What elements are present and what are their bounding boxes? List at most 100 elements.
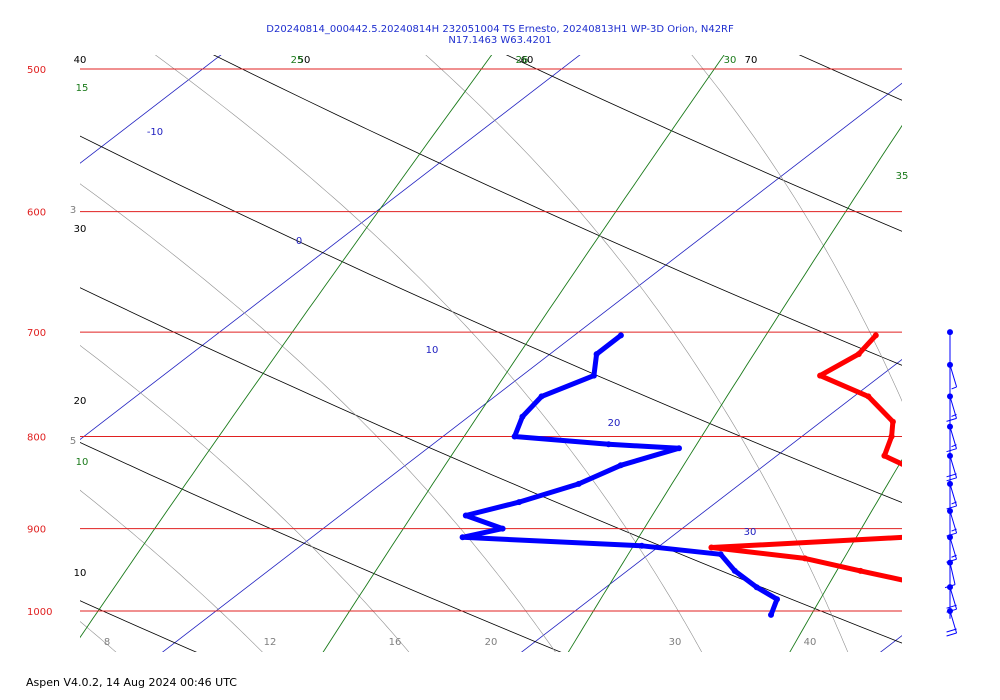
isotherm-label: 30 xyxy=(744,527,757,538)
isotherm-line xyxy=(521,358,902,652)
wind-barb xyxy=(946,584,958,613)
wind-barb-flag xyxy=(951,501,957,505)
wind-barb-flag xyxy=(951,386,957,390)
dry-adiabat-label: 40 xyxy=(74,55,87,66)
dry-adiabat-line xyxy=(212,55,902,366)
mixing-ratio-label: 15 xyxy=(76,83,89,94)
dewpoint-profile-point xyxy=(717,551,724,558)
wind-barb-flag xyxy=(946,417,957,422)
wind-barb xyxy=(946,423,957,453)
dewpoint-profile-point xyxy=(731,567,738,574)
isotherm-label: 0 xyxy=(296,236,302,247)
dewpoint-profile-point xyxy=(676,445,682,452)
dewpoint-profile-point xyxy=(575,480,582,487)
dry-adiabat-label: 50 xyxy=(298,55,311,66)
isotherm-label: 10 xyxy=(426,345,439,356)
dewpoint-profile-point xyxy=(462,512,469,519)
temperature-tick-label: 16 xyxy=(389,637,402,648)
temperature-profile-point xyxy=(855,351,862,358)
dewpoint-profile-point xyxy=(459,534,466,541)
temperature-profile-point xyxy=(901,535,902,540)
mixing-ratio-line xyxy=(789,458,902,652)
wind-barb xyxy=(946,508,958,537)
temperature-profile-point xyxy=(857,567,864,574)
wind-barb xyxy=(946,452,958,482)
dry-adiabat-line xyxy=(80,287,902,644)
wind-barb-staff xyxy=(949,364,958,388)
dry-adiabat-label: 20 xyxy=(74,396,87,407)
dry-adiabat-label: 30 xyxy=(74,224,87,235)
dry-adiabat-label: 60 xyxy=(521,55,534,66)
pressure-tick-label: 1000 xyxy=(27,607,52,618)
isotherm-line xyxy=(80,55,222,164)
dewpoint-profile-point xyxy=(516,499,523,506)
isotherm-line xyxy=(80,55,581,440)
dry-adiabat-label: 10 xyxy=(74,568,87,579)
dewpoint-profile-point xyxy=(617,332,624,339)
dry-adiabat-line xyxy=(505,55,902,232)
dewpoint-profile-point xyxy=(617,462,624,469)
wind-barb-flag xyxy=(946,477,957,482)
wind-barb xyxy=(946,480,958,510)
wind-station-point xyxy=(947,329,953,336)
temperature-profile-point xyxy=(708,544,715,551)
mixing-ratio-line xyxy=(322,55,725,652)
wind-barb-flag xyxy=(946,604,957,609)
dewpoint-profile-point xyxy=(590,372,597,379)
temperature-profile-point xyxy=(913,580,919,586)
temperature-profile-point xyxy=(865,393,872,400)
temperature-profile-point xyxy=(889,418,896,425)
moist-adiabat-line xyxy=(80,489,263,652)
dewpoint-profile-line xyxy=(460,332,780,618)
wind-barb xyxy=(946,608,958,637)
wind-barb-flag xyxy=(946,473,957,478)
wind-barb-flag xyxy=(946,448,957,453)
pressure-tick-label: 500 xyxy=(27,65,46,76)
mixing-ratio-label: 25 xyxy=(291,55,304,66)
wind-barb-flag xyxy=(951,554,957,558)
dry-adiabat-line xyxy=(80,441,562,652)
wind-barb-flag xyxy=(951,528,957,532)
isotherm-label: -10 xyxy=(147,127,163,138)
dewpoint-profile-point xyxy=(593,351,600,358)
dewpoint-profile-point xyxy=(499,525,506,532)
footer-text: Aspen V4.0.2, 14 Aug 2024 00:46 UTC xyxy=(26,676,237,689)
chart-subtitle: N17.1463 W63.4201 xyxy=(448,35,552,46)
moist-adiabat-line xyxy=(80,345,410,652)
dewpoint-profile-point xyxy=(768,611,774,618)
temperature-profile-point xyxy=(881,452,888,459)
temperature-profile-point xyxy=(984,490,990,496)
mixing-ratio-label: 26 xyxy=(516,55,529,66)
temperature-profile-point xyxy=(801,555,808,562)
mixing-ratio-label: 30 xyxy=(724,55,737,66)
mixing-ratio-line xyxy=(942,21,1000,672)
chart-title: D20240814_000442.5.20240814H 232051004 T… xyxy=(266,24,734,35)
moist-adiabat-line xyxy=(80,183,556,652)
pressure-tick-label: 800 xyxy=(27,433,46,444)
wind-barb-flag xyxy=(946,628,957,633)
moist-adiabat-line xyxy=(80,621,117,652)
temperature-profile-point xyxy=(872,332,879,339)
moist-adiabat-line xyxy=(924,21,1000,672)
isotherm-label: 20 xyxy=(608,418,621,429)
wind-barb xyxy=(946,393,957,422)
temperature-tick-label: 12 xyxy=(264,637,277,648)
edge-label: 5 xyxy=(70,436,76,447)
mixing-ratio-label: 35 xyxy=(896,171,909,182)
dewpoint-profile-point xyxy=(519,413,526,420)
temperature-profile-point xyxy=(888,433,895,440)
mixing-ratio-line xyxy=(567,124,902,652)
temperature-profile-line xyxy=(708,332,902,583)
dewpoint-profile-point xyxy=(774,596,780,603)
moist-adiabat-line xyxy=(425,55,849,652)
mixing-ratio-line xyxy=(80,55,493,639)
wind-barb-flag xyxy=(946,505,957,510)
edge-label: 3 xyxy=(70,205,76,216)
dewpoint-profile-point xyxy=(511,433,518,440)
pressure-tick-label: 600 xyxy=(27,208,46,219)
dry-adiabat-line xyxy=(80,135,902,503)
temperature-tick-label: 40 xyxy=(804,637,817,648)
dewpoint-profile-point xyxy=(538,393,545,400)
temperature-profile-point xyxy=(922,472,928,478)
